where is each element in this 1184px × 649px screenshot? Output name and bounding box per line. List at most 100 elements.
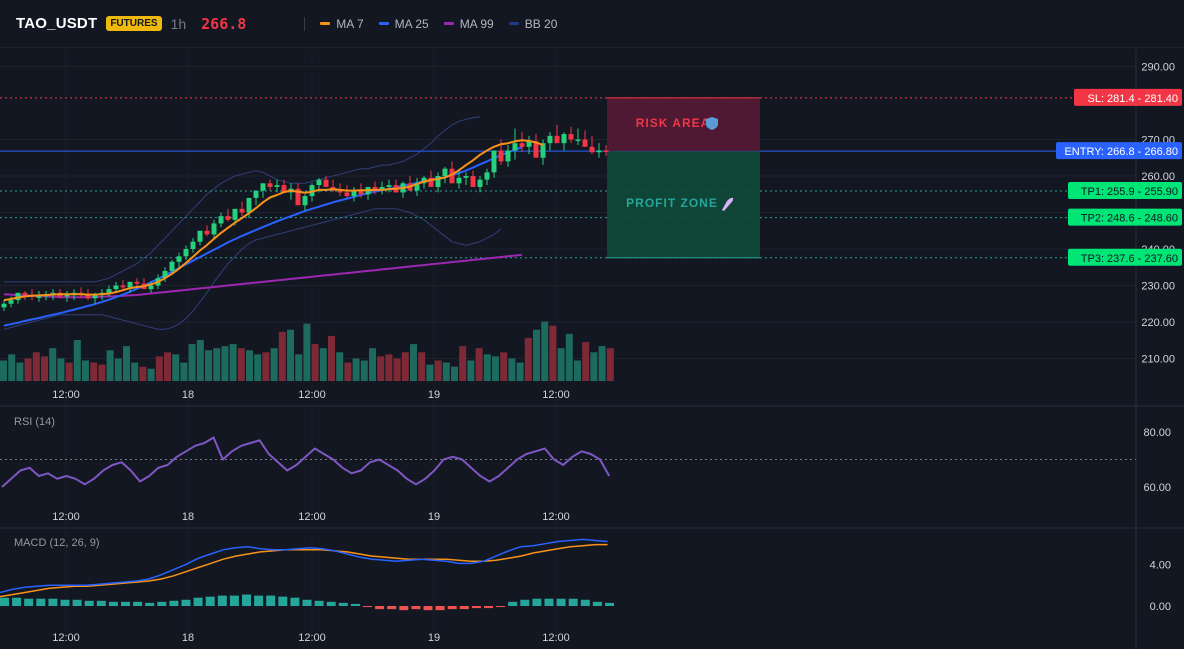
volume-bar: [401, 352, 409, 381]
macd-histogram-bar: [314, 600, 324, 606]
time-tick-label: 12:00: [298, 632, 326, 644]
macd-histogram-bar: [48, 598, 58, 606]
macd-histogram-bar: [72, 599, 82, 606]
volume-bar: [557, 348, 565, 381]
macd-histogram-bar: [447, 606, 457, 610]
volume-bar: [360, 360, 368, 381]
price-tick-label: 220.00: [1141, 317, 1175, 329]
volume-bar: [492, 356, 499, 381]
candle-body: [1, 303, 7, 308]
tp2-axis-label-bg: [1068, 208, 1182, 226]
macd-histogram-bar: [508, 601, 518, 606]
macd-histogram-bar: [544, 598, 554, 606]
volume-bar: [114, 358, 122, 381]
risk-zone: [607, 97, 760, 152]
macd-histogram-bar: [193, 597, 203, 606]
volume-bar: [164, 352, 171, 381]
volume-bar: [131, 362, 139, 381]
candle-body: [127, 281, 133, 288]
volume-bar: [82, 360, 89, 381]
candle-body: [512, 143, 518, 151]
price-tick-label: 230.00: [1141, 281, 1175, 293]
candle-body: [505, 150, 511, 162]
volume-bar: [500, 352, 508, 381]
legend-bb20-label: BB 20: [524, 16, 558, 31]
volume-bar: [410, 344, 417, 381]
candle-body: [22, 292, 28, 295]
macd-histogram-bar: [60, 599, 70, 606]
candle-body: [344, 192, 350, 197]
legend-ma25[interactable]: MA 25: [378, 17, 429, 31]
rocket-icon: [722, 197, 734, 211]
volume-bar: [262, 352, 270, 381]
candle-body: [351, 190, 357, 197]
entry-axis-label-text: ENTRY: 266.8 - 266.80: [1064, 146, 1178, 158]
candle-body: [372, 186, 378, 191]
candle-body: [526, 141, 532, 147]
chart-header: TAO_USDT FUTURES 1h 266.8 MA 7 MA 25 MA …: [0, 0, 1184, 48]
macd-histogram-bar: [0, 597, 9, 606]
tp1-axis-label: TP1: 255.9 - 255.90: [1068, 181, 1182, 199]
candle-body: [197, 230, 203, 242]
macd-histogram-bar: [84, 600, 94, 606]
macd-histogram-bar: [290, 597, 300, 606]
legend-ma99[interactable]: MA 99: [443, 17, 494, 31]
macd-histogram-bar: [387, 606, 397, 610]
time-tick-label: 19: [428, 511, 440, 523]
candle-body: [561, 134, 567, 144]
volume-bar: [574, 360, 581, 381]
candle-body: [64, 294, 70, 297]
macd-histogram-bar: [278, 596, 288, 606]
candle-body: [267, 183, 273, 187]
volume-bar: [533, 329, 540, 381]
candle-body: [358, 190, 364, 195]
price-tick-label: 290.00: [1141, 62, 1175, 74]
tp3-axis-label-bg: [1068, 248, 1182, 266]
volume-bar: [590, 352, 598, 381]
price-tick-label: 260.00: [1141, 171, 1175, 183]
volume-bar: [377, 356, 385, 381]
volume-bar: [336, 352, 344, 381]
macd-histogram-bar: [592, 601, 602, 606]
candle-body: [36, 296, 42, 298]
volume-bar: [385, 354, 393, 381]
candle-body: [162, 270, 168, 279]
volume-bar: [328, 335, 335, 381]
volume-bar: [196, 340, 204, 381]
candle-body: [575, 139, 581, 141]
legend-ma7[interactable]: MA 7: [320, 17, 364, 31]
tp1-axis-label-bg: [1068, 181, 1182, 199]
candle-body: [176, 256, 182, 262]
volume-bar: [24, 358, 32, 381]
macd-histogram-bar: [520, 599, 530, 606]
macd-histogram-bar: [568, 598, 578, 606]
macd-tick-label: 0.00: [1150, 601, 1171, 613]
legend-bb20[interactable]: BB 20: [508, 16, 558, 31]
time-tick-label: 12:00: [542, 632, 570, 644]
tp3-axis-label: TP3: 237.6 - 237.60: [1068, 248, 1182, 266]
candle-body: [120, 285, 126, 288]
volume-bar: [319, 348, 327, 381]
candle-body: [379, 186, 385, 191]
volume-bar: [270, 348, 278, 381]
macd-histogram-bar: [496, 606, 506, 608]
timeframe-label[interactable]: 1h: [170, 15, 187, 32]
sl-axis-label: SL: 281.4 - 281.40: [1074, 88, 1182, 106]
price-tick-label: 210.00: [1141, 354, 1175, 366]
volume-bar: [57, 358, 65, 381]
macd-histogram-bar: [302, 599, 312, 606]
symbol-name[interactable]: TAO_USDT: [16, 15, 98, 32]
candle-body: [498, 150, 504, 162]
time-tick-label: 12:00: [52, 389, 80, 401]
shield-icon: [706, 117, 718, 130]
time-tick-label: 19: [428, 632, 440, 644]
volume-bar: [295, 354, 303, 381]
candle-body: [260, 183, 266, 191]
volume-bar: [213, 348, 221, 381]
candle-body: [491, 150, 497, 173]
candle-body: [589, 146, 595, 153]
tp1-axis-label-text: TP1: 255.9 - 255.90: [1081, 186, 1178, 198]
rsi-tick-label: 60.00: [1143, 482, 1171, 494]
candle-body: [414, 183, 420, 191]
